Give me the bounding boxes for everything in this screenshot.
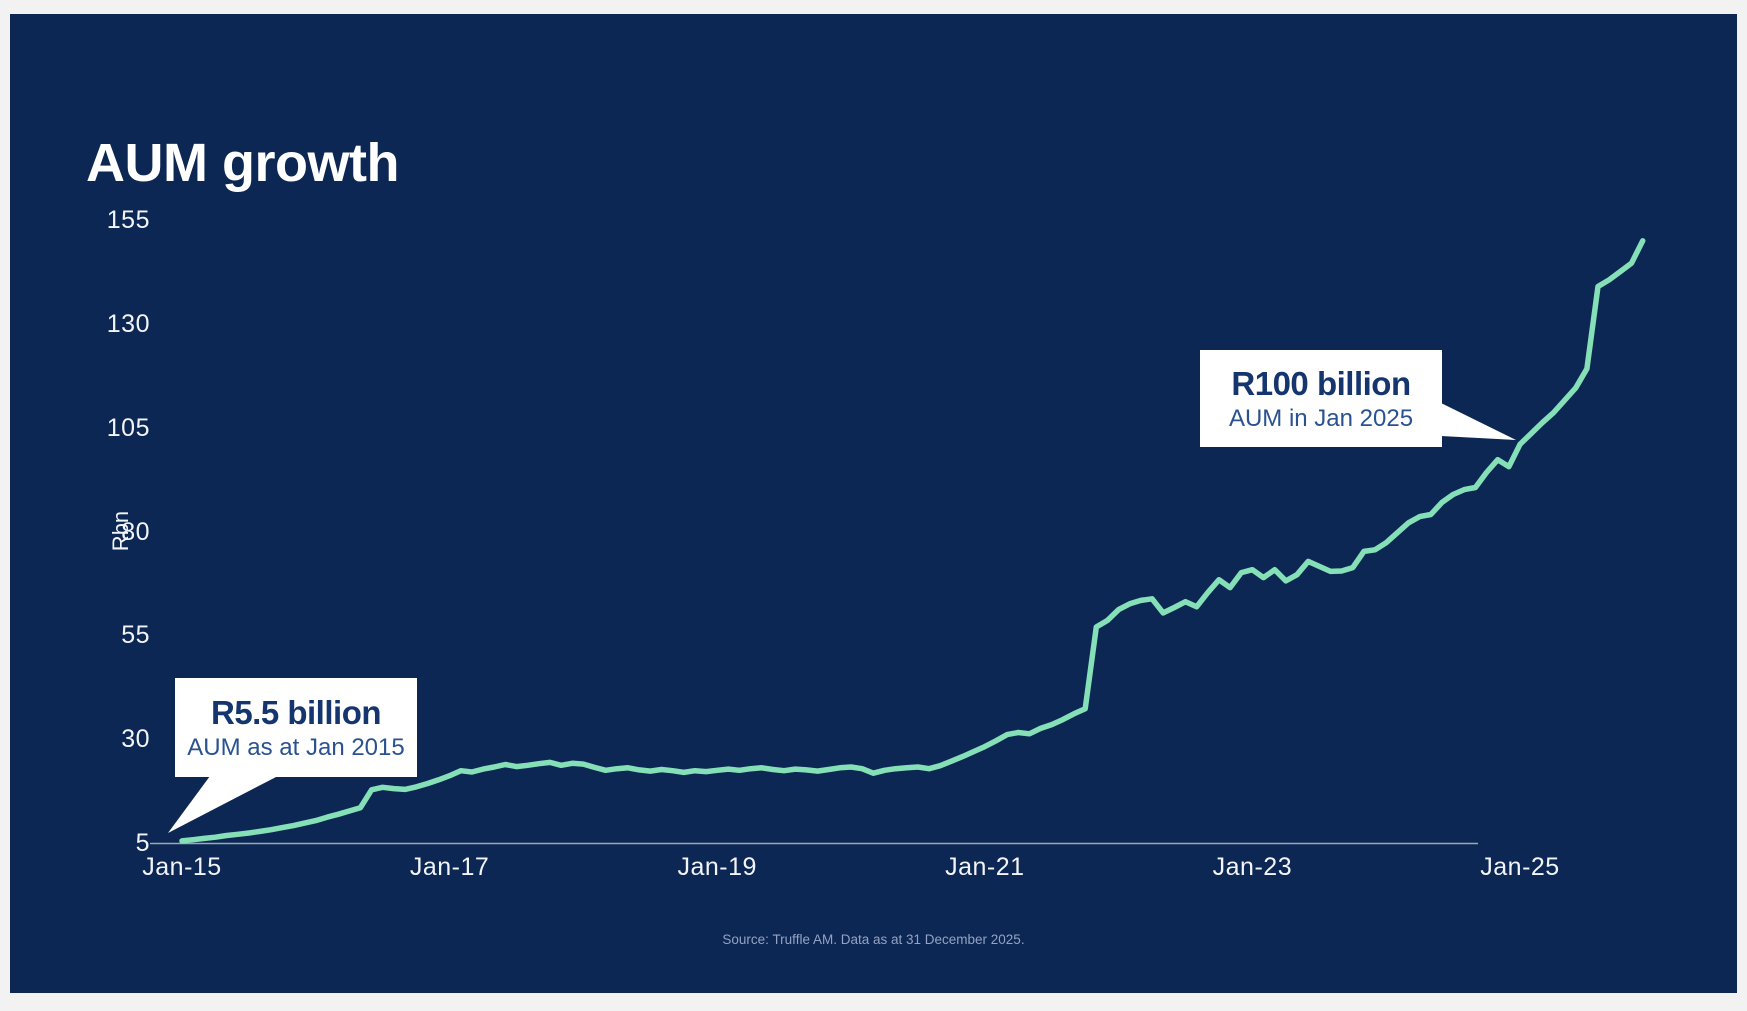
annotation-subtitle: AUM in Jan 2025 (1228, 405, 1414, 432)
y-tick-label: 5 (135, 829, 150, 857)
y-tick-label: 55 (121, 621, 150, 650)
annotation-title: R100 billion (1231, 365, 1411, 402)
x-tick-label: Jan-15 (142, 853, 222, 881)
chart-title: AUM growth (86, 133, 399, 194)
annotation-r5-5-billion: R5.5 billion AUM as at Jan 2015 (175, 678, 417, 777)
x-tick-label: Jan-23 (1212, 853, 1293, 881)
x-tick-label: Jan-19 (677, 853, 757, 881)
y-tick-label: 105 (106, 413, 150, 442)
annotation-title: R5.5 billion (210, 694, 382, 731)
y-axis-title: Rbn (108, 510, 133, 552)
x-tick-label: Jan-21 (945, 853, 1025, 881)
y-tick-label: 130 (106, 309, 150, 338)
source-note: Source: Truffle AM. Data as at 31 Decemb… (722, 932, 1025, 947)
y-tick-label: 155 (106, 206, 150, 234)
x-tick-label: Jan-25 (1480, 853, 1560, 881)
annotation-subtitle: AUM as at Jan 2015 (187, 734, 405, 761)
annotation-r100-billion: R100 billion AUM in Jan 2025 (1200, 350, 1442, 447)
x-tick-label: Jan-17 (409, 853, 490, 881)
y-tick-label: 30 (121, 725, 150, 754)
y-tick-label: 80 (121, 517, 150, 546)
